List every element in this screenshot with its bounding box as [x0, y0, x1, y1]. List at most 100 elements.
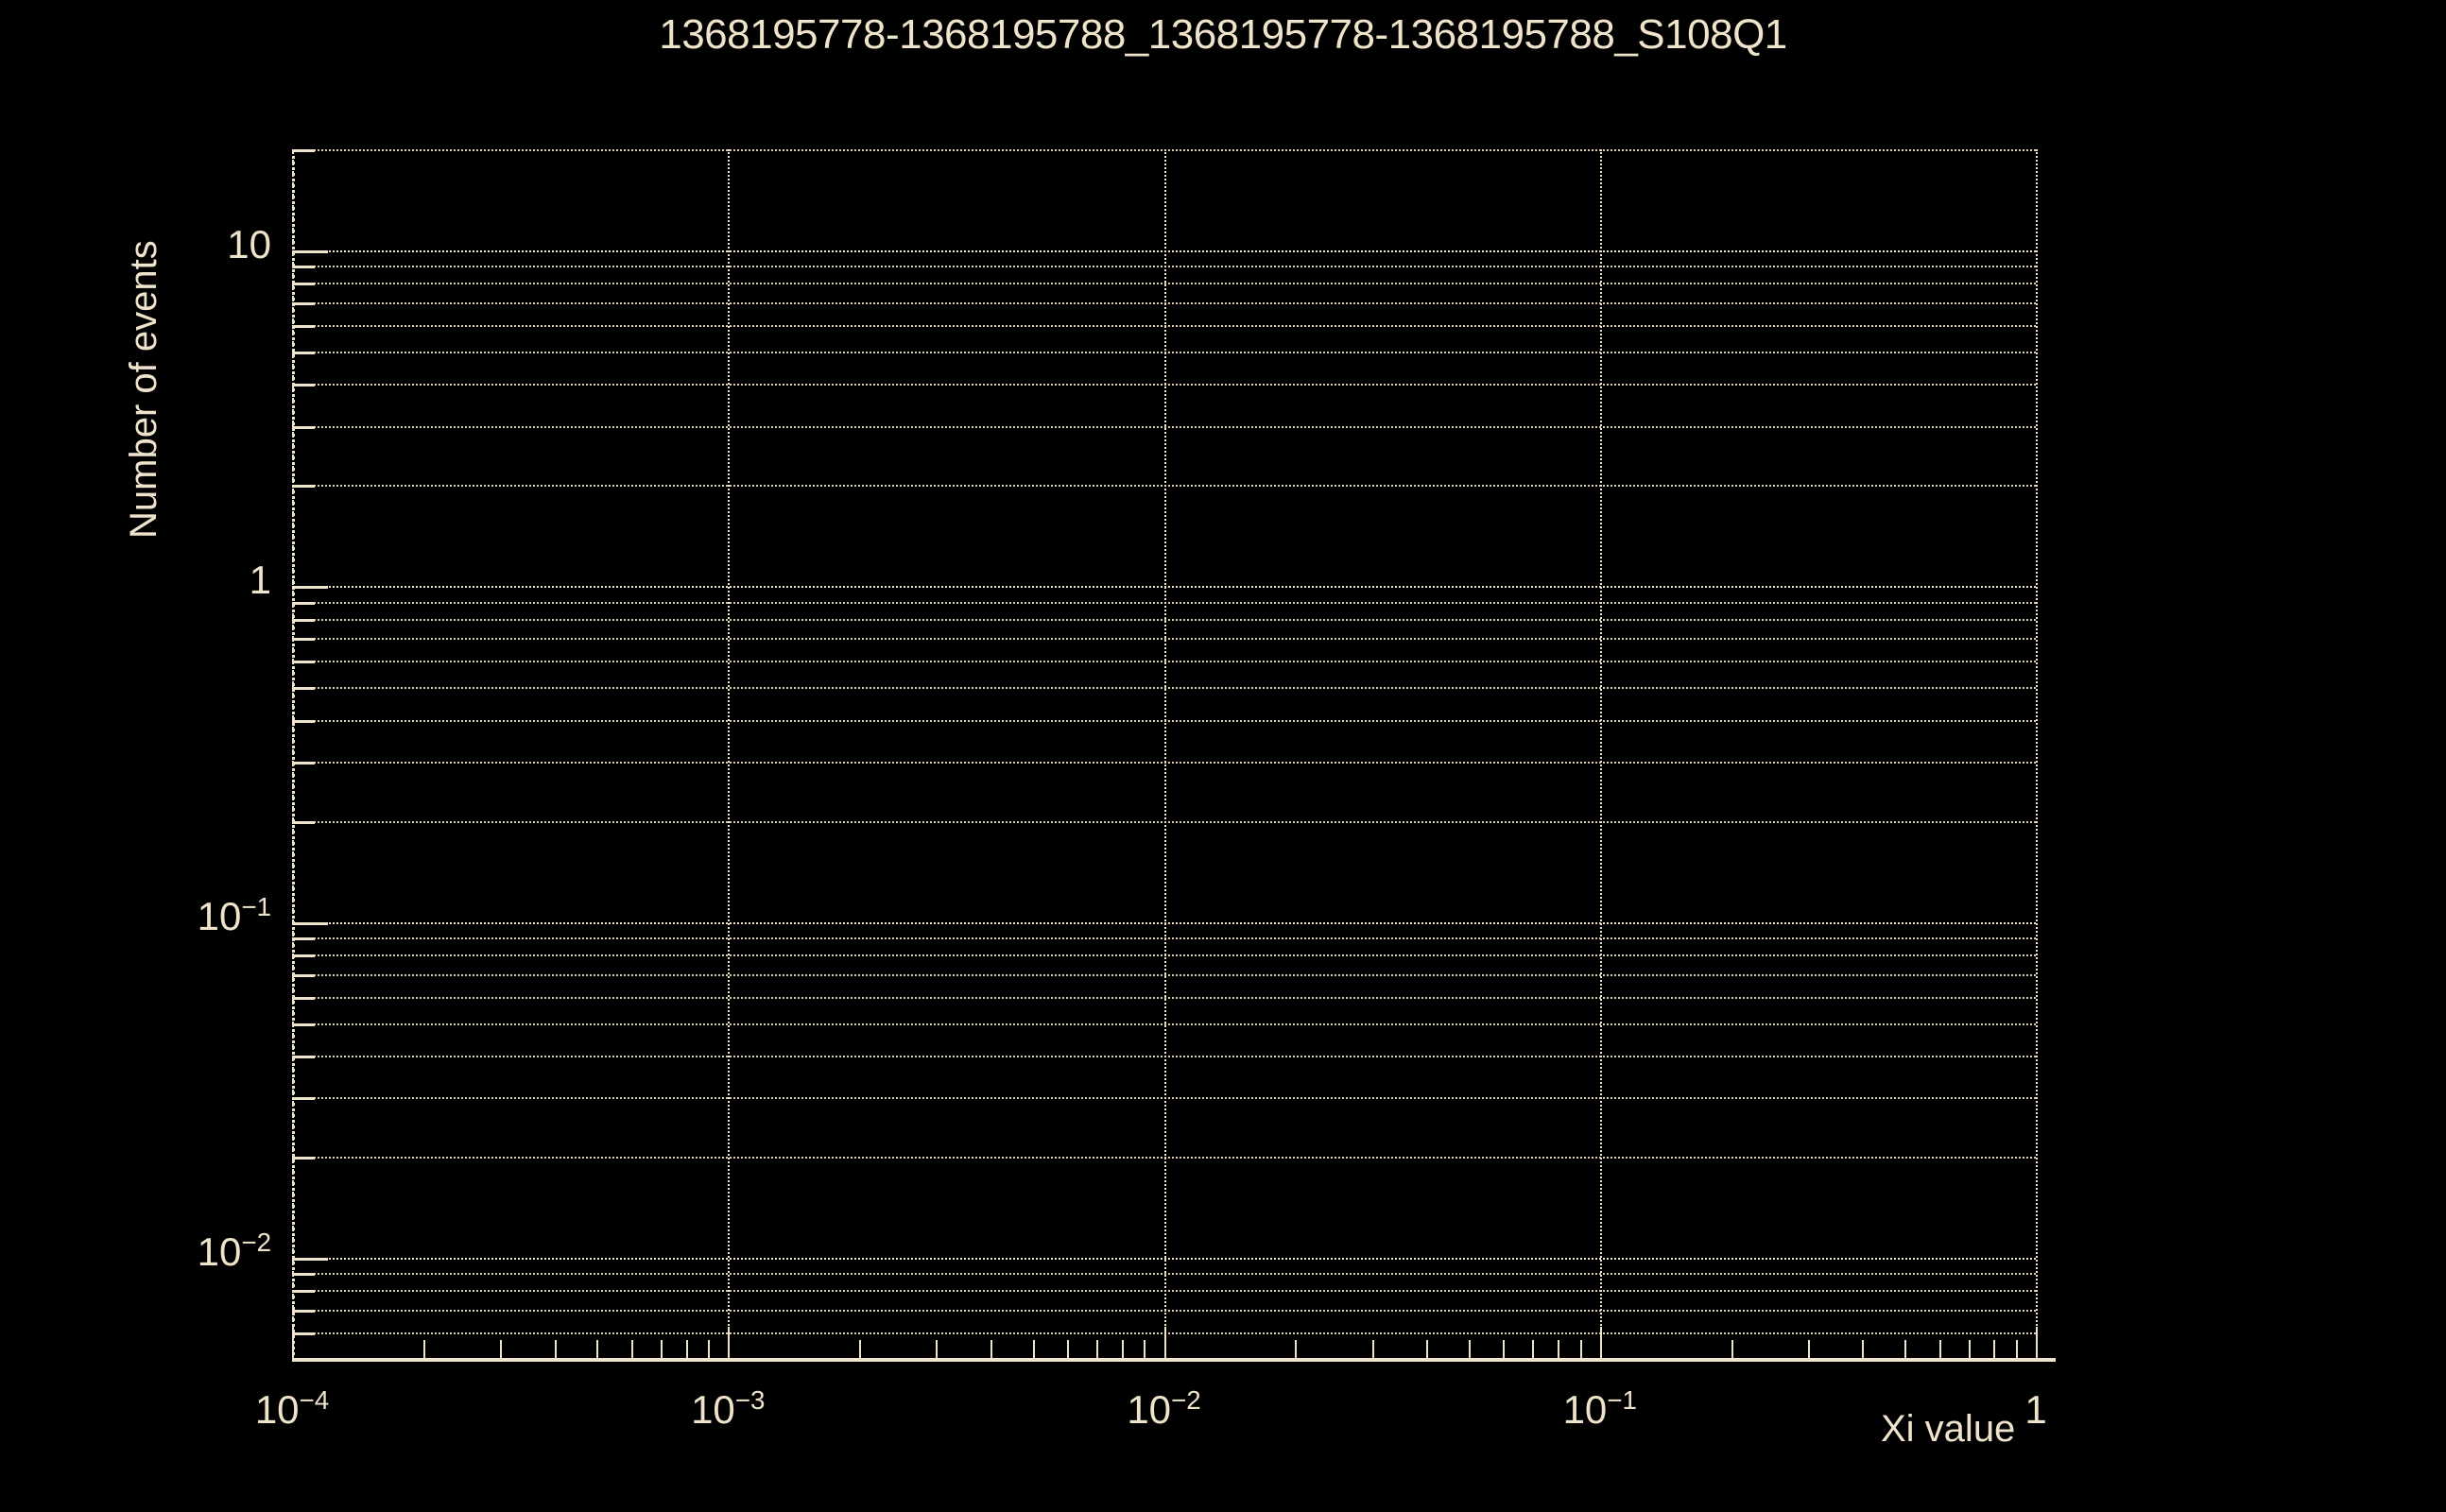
- gridline-horizontal: [292, 249, 2036, 252]
- gridline-horizontal: [292, 1273, 2036, 1276]
- gridline-horizontal: [292, 1258, 2036, 1261]
- y-axis-tick: [292, 485, 315, 489]
- x-axis-tick: [630, 1340, 633, 1359]
- y-axis-tick: [292, 601, 315, 605]
- y-axis-tick: [292, 425, 315, 429]
- x-axis-tick: [990, 1340, 992, 1359]
- y-axis-tick: [292, 1290, 315, 1294]
- x-axis-tick: [685, 1340, 688, 1359]
- y-axis-tick: [292, 936, 315, 940]
- x-axis-tick: [1993, 1340, 1996, 1359]
- y-axis-tick: [292, 384, 315, 387]
- y-axis-tick: [292, 996, 315, 1000]
- x-axis-tick: [1163, 1327, 1166, 1359]
- x-axis-tick: [1731, 1340, 1733, 1359]
- y-axis-tick-label: 10−1: [197, 891, 271, 939]
- gridline-horizontal: [292, 425, 2036, 428]
- y-axis-tick: [292, 1157, 315, 1160]
- y-axis-tick-label: 10−2: [198, 1229, 271, 1275]
- y-axis-tick: [292, 973, 315, 977]
- x-axis-tick: [1121, 1340, 1124, 1359]
- gridline-horizontal: [292, 149, 2036, 151]
- y-axis-tick: [292, 1310, 315, 1314]
- tick-mantissa: 10: [1127, 1387, 1172, 1432]
- tick-exponent: −4: [299, 1385, 330, 1415]
- x-axis-tick-label: 1: [1922, 1387, 2149, 1433]
- gridline-horizontal: [292, 1056, 2036, 1058]
- gridline-vertical: [728, 149, 731, 1359]
- x-axis-tick: [1904, 1340, 1907, 1359]
- x-axis-tick: [1144, 1340, 1146, 1359]
- x-axis-tick: [1579, 1340, 1582, 1359]
- y-axis-tick: [292, 921, 328, 925]
- gridline-horizontal: [292, 820, 2036, 823]
- x-axis-tick: [1503, 1340, 1506, 1359]
- x-axis-tick: [2015, 1340, 2018, 1359]
- tick-mantissa: 10: [197, 893, 242, 938]
- x-axis-tick: [936, 1340, 939, 1359]
- y-axis-tick: [292, 762, 315, 765]
- y-axis-tick: [292, 351, 315, 354]
- gridline-horizontal: [292, 384, 2036, 387]
- gridline-horizontal: [292, 638, 2036, 641]
- x-axis-tick-label: 10−1: [1487, 1387, 1714, 1433]
- y-axis-tick: [292, 1273, 315, 1277]
- gridline-horizontal: [292, 266, 2036, 268]
- tick-exponent: −1: [1607, 1385, 1637, 1415]
- x-axis-tick: [1032, 1340, 1035, 1359]
- x-axis-tick-label: 10−2: [1051, 1387, 1278, 1433]
- x-axis-tick: [1371, 1340, 1374, 1359]
- tick-mantissa: 1: [2024, 1387, 2047, 1432]
- gridline-horizontal: [292, 324, 2036, 327]
- gridline-horizontal: [292, 1157, 2036, 1160]
- gridline-horizontal: [292, 996, 2036, 999]
- x-axis-tick: [596, 1340, 599, 1359]
- x-axis-tick: [2036, 1327, 2038, 1359]
- gridline-horizontal: [292, 283, 2036, 285]
- tick-mantissa: 10: [691, 1387, 735, 1432]
- y-axis-tick: [292, 1097, 315, 1101]
- y-axis-tick: [292, 1332, 315, 1335]
- x-axis-tick: [1468, 1340, 1471, 1359]
- gridline-horizontal: [292, 302, 2036, 305]
- x-axis-tick: [500, 1340, 503, 1359]
- x-axis-tick: [422, 1340, 425, 1359]
- y-axis-tick: [292, 586, 328, 590]
- x-axis-tick: [859, 1340, 862, 1359]
- x-axis-tick: [1096, 1340, 1099, 1359]
- x-axis-tick: [554, 1340, 557, 1359]
- x-axis-tick-label: 10−3: [614, 1387, 841, 1433]
- gridline-horizontal: [292, 586, 2036, 589]
- gridline-horizontal: [292, 601, 2036, 604]
- x-axis-tick: [1599, 1327, 1602, 1359]
- y-axis-tick: [292, 638, 315, 642]
- gridline-horizontal: [292, 485, 2036, 488]
- x-axis-tick: [728, 1327, 731, 1359]
- tick-exponent: −1: [241, 891, 271, 921]
- tick-mantissa: 10: [227, 221, 271, 266]
- y-axis-tick-label: 10: [227, 222, 271, 267]
- x-axis-tick: [1532, 1340, 1535, 1359]
- x-axis-tick: [708, 1340, 711, 1359]
- page-title: 1368195778-1368195788_1368195778-1368195…: [659, 11, 1787, 58]
- x-axis-tick: [1862, 1340, 1865, 1359]
- x-axis-tick: [1968, 1340, 1971, 1359]
- tick-mantissa: 10: [254, 1387, 300, 1432]
- y-axis-tick: [292, 266, 315, 269]
- gridline-horizontal: [292, 661, 2036, 663]
- gridline-horizontal: [292, 1290, 2036, 1293]
- y-axis-tick: [292, 149, 315, 152]
- y-axis-tick: [292, 954, 315, 958]
- x-axis-tick: [1067, 1340, 1070, 1359]
- x-axis-tick: [1295, 1340, 1298, 1359]
- y-axis-tick: [292, 719, 315, 723]
- tick-exponent: −2: [1171, 1385, 1201, 1415]
- gridline-horizontal: [292, 1097, 2036, 1100]
- y-axis-tick: [292, 302, 315, 306]
- plot-area: [292, 149, 2038, 1361]
- x-axis-tick-label: 10−4: [179, 1387, 405, 1433]
- gridline-horizontal: [292, 954, 2036, 957]
- y-axis-tick: [292, 687, 315, 691]
- y-axis-title: Number of events: [123, 240, 164, 539]
